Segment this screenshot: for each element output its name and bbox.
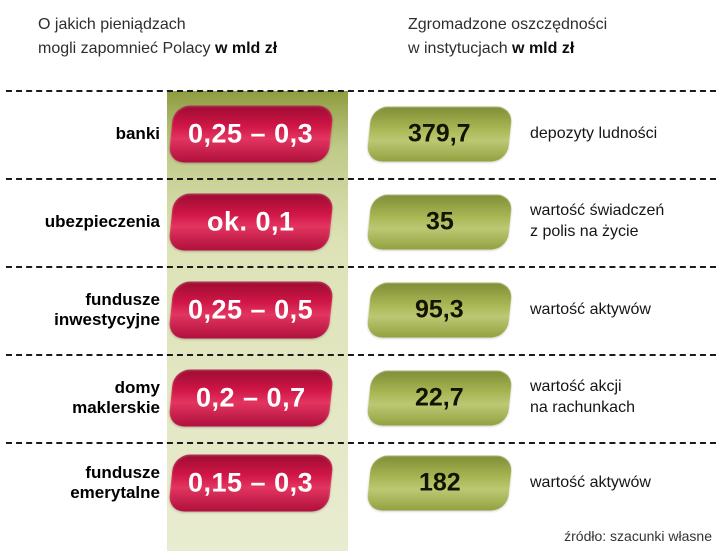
row-divider (6, 266, 716, 268)
row-divider (6, 90, 716, 92)
savings-amount-value: 379,7 (408, 119, 471, 148)
savings-amount-value: 22,7 (415, 383, 464, 412)
forgotten-amount-value: 0,25 – 0,3 (188, 118, 314, 149)
forgotten-amount-badge: ok. 0,1 (168, 193, 334, 251)
left-header-line2: mogli zapomnieć Polacy (38, 40, 211, 57)
category-label: banki (115, 123, 160, 143)
table-row: fundusze inwestycyjne 0,25 – 0,5 95,3 wa… (0, 266, 720, 354)
row-divider (6, 354, 716, 356)
table-row: fundusze emerytalne 0,15 – 0,3 182 warto… (0, 442, 720, 524)
description-label: wartość aktywów (530, 473, 651, 491)
savings-amount-value: 182 (418, 468, 461, 497)
forgotten-amount-badge: 0,25 – 0,5 (168, 281, 334, 339)
forgotten-amount-badge: 0,15 – 0,3 (168, 454, 334, 512)
table-row: ubezpieczenia ok. 0,1 35 wartość świadcz… (0, 178, 720, 266)
description-label: wartość aktywów (530, 300, 651, 318)
category-label: fundusze inwestycyjne (54, 289, 160, 329)
savings-amount-badge: 182 (366, 455, 513, 511)
savings-amount-badge: 22,7 (366, 370, 513, 426)
savings-amount-badge: 35 (366, 194, 513, 250)
forgotten-amount-value: ok. 0,1 (207, 206, 295, 237)
left-header-unit: w mld zł (214, 40, 278, 57)
right-column-header: Zgromadzone oszczędności w instytucjach … (408, 13, 607, 61)
savings-amount-badge: 379,7 (366, 106, 513, 162)
table-row: banki 0,25 – 0,3 379,7 depozyty ludności (0, 90, 720, 178)
right-header-unit: w mld zł (512, 40, 575, 57)
right-header-line2: w instytucjach (408, 40, 508, 57)
forgotten-amount-value: 0,15 – 0,3 (188, 467, 314, 498)
savings-amount-value: 35 (425, 207, 454, 236)
forgotten-amount-badge: 0,2 – 0,7 (168, 369, 334, 427)
savings-amount-value: 95,3 (415, 295, 464, 324)
savings-amount-badge: 95,3 (366, 282, 513, 338)
row-divider (6, 178, 716, 180)
right-header-line1: Zgromadzone oszczędności (408, 16, 608, 33)
forgotten-amount-value: 0,25 – 0,5 (188, 294, 314, 325)
left-header-line1: O jakich pieniądzach (38, 16, 186, 33)
category-label: ubezpieczenia (44, 211, 160, 231)
left-column-header: O jakich pieniądzach mogli zapomnieć Pol… (38, 13, 277, 61)
row-divider (6, 442, 716, 444)
forgotten-amount-value: 0,2 – 0,7 (196, 382, 306, 413)
category-label: fundusze emerytalne (70, 462, 160, 502)
source-note: źródło: szacunki własne (564, 528, 712, 544)
category-label: domy maklerskie (72, 377, 160, 417)
description-label: wartość akcji na rachunkach (530, 378, 635, 416)
table-row: domy maklerskie 0,2 – 0,7 22,7 wartość a… (0, 354, 720, 442)
description-label: wartość świadczeń z polis na życie (530, 202, 665, 240)
description-label: depozyty ludności (530, 124, 658, 142)
forgotten-amount-badge: 0,25 – 0,3 (168, 105, 334, 163)
